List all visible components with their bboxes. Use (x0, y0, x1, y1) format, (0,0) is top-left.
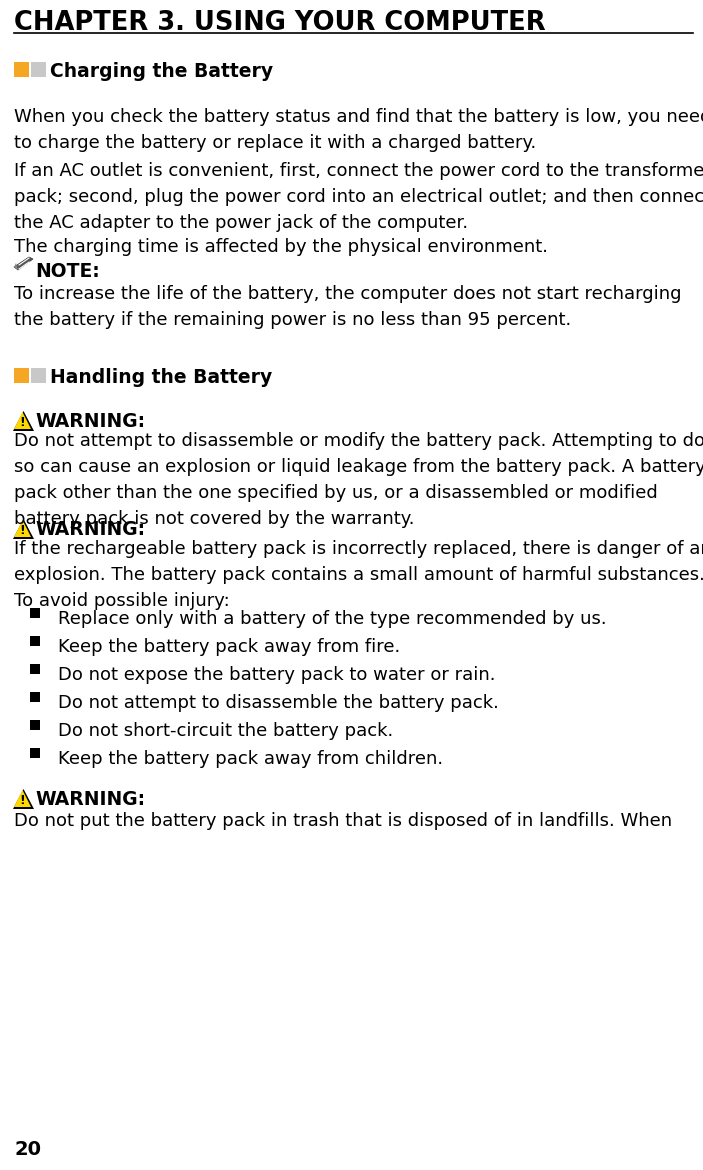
Text: If an AC outlet is convenient, first, connect the power cord to the transformer: If an AC outlet is convenient, first, co… (14, 161, 703, 180)
Text: pack; second, plug the power cord into an electrical outlet; and then connect: pack; second, plug the power cord into a… (14, 188, 703, 206)
Text: WARNING:: WARNING: (35, 519, 145, 539)
Text: explosion. The battery pack contains a small amount of harmful substances.: explosion. The battery pack contains a s… (14, 566, 703, 584)
Bar (30, 636, 40, 646)
Text: Charging the Battery: Charging the Battery (50, 62, 273, 81)
Text: CHAPTER 3. USING YOUR COMPUTER: CHAPTER 3. USING YOUR COMPUTER (14, 11, 546, 36)
Bar (30, 608, 40, 618)
Text: Keep the battery pack away from fire.: Keep the battery pack away from fire. (58, 638, 400, 656)
Polygon shape (13, 519, 34, 539)
Polygon shape (14, 790, 31, 807)
Text: !: ! (20, 794, 25, 807)
Text: Keep the battery pack away from children.: Keep the battery pack away from children… (58, 750, 443, 768)
Text: WARNING:: WARNING: (35, 790, 145, 808)
Text: !: ! (20, 524, 25, 537)
Text: to charge the battery or replace it with a charged battery.: to charge the battery or replace it with… (14, 135, 536, 152)
Bar (31, 369, 46, 383)
Text: Do not attempt to disassemble or modify the battery pack. Attempting to do: Do not attempt to disassemble or modify … (14, 432, 703, 450)
Polygon shape (14, 412, 31, 429)
Text: so can cause an explosion or liquid leakage from the battery pack. A battery: so can cause an explosion or liquid leak… (14, 457, 703, 476)
Bar (30, 720, 40, 730)
Text: Handling the Battery: Handling the Battery (50, 369, 272, 387)
Text: WARNING:: WARNING: (35, 412, 145, 431)
Bar (30, 665, 40, 674)
Polygon shape (13, 789, 34, 808)
Bar (14, 62, 29, 77)
Polygon shape (14, 257, 33, 270)
Text: Do not attempt to disassemble the battery pack.: Do not attempt to disassemble the batter… (58, 694, 499, 713)
Bar (14, 369, 29, 383)
Text: To increase the life of the battery, the computer does not start recharging: To increase the life of the battery, the… (14, 285, 681, 303)
Bar (31, 62, 46, 77)
Text: Do not expose the battery pack to water or rain.: Do not expose the battery pack to water … (58, 666, 496, 684)
Bar (30, 691, 40, 702)
Text: The charging time is affected by the physical environment.: The charging time is affected by the phy… (14, 238, 548, 256)
Text: Do not short-circuit the battery pack.: Do not short-circuit the battery pack. (58, 722, 393, 739)
Text: Replace only with a battery of the type recommended by us.: Replace only with a battery of the type … (58, 610, 607, 628)
Bar (30, 748, 40, 758)
Text: If the rechargeable battery pack is incorrectly replaced, there is danger of an: If the rechargeable battery pack is inco… (14, 541, 703, 558)
Text: Do not put the battery pack in trash that is disposed of in landfills. When: Do not put the battery pack in trash tha… (14, 812, 672, 830)
Text: 20: 20 (14, 1140, 41, 1159)
Text: pack other than the one specified by us, or a disassembled or modified: pack other than the one specified by us,… (14, 484, 658, 502)
Polygon shape (14, 263, 18, 270)
Text: battery pack is not covered by the warranty.: battery pack is not covered by the warra… (14, 510, 415, 528)
Text: To avoid possible injury:: To avoid possible injury: (14, 592, 230, 610)
Polygon shape (13, 411, 34, 431)
Text: the battery if the remaining power is no less than 95 percent.: the battery if the remaining power is no… (14, 311, 572, 329)
Text: NOTE:: NOTE: (35, 262, 100, 281)
Text: the AC adapter to the power jack of the computer.: the AC adapter to the power jack of the … (14, 214, 468, 232)
Text: When you check the battery status and find that the battery is low, you need: When you check the battery status and fi… (14, 108, 703, 126)
Text: !: ! (20, 417, 25, 429)
Polygon shape (14, 519, 31, 537)
